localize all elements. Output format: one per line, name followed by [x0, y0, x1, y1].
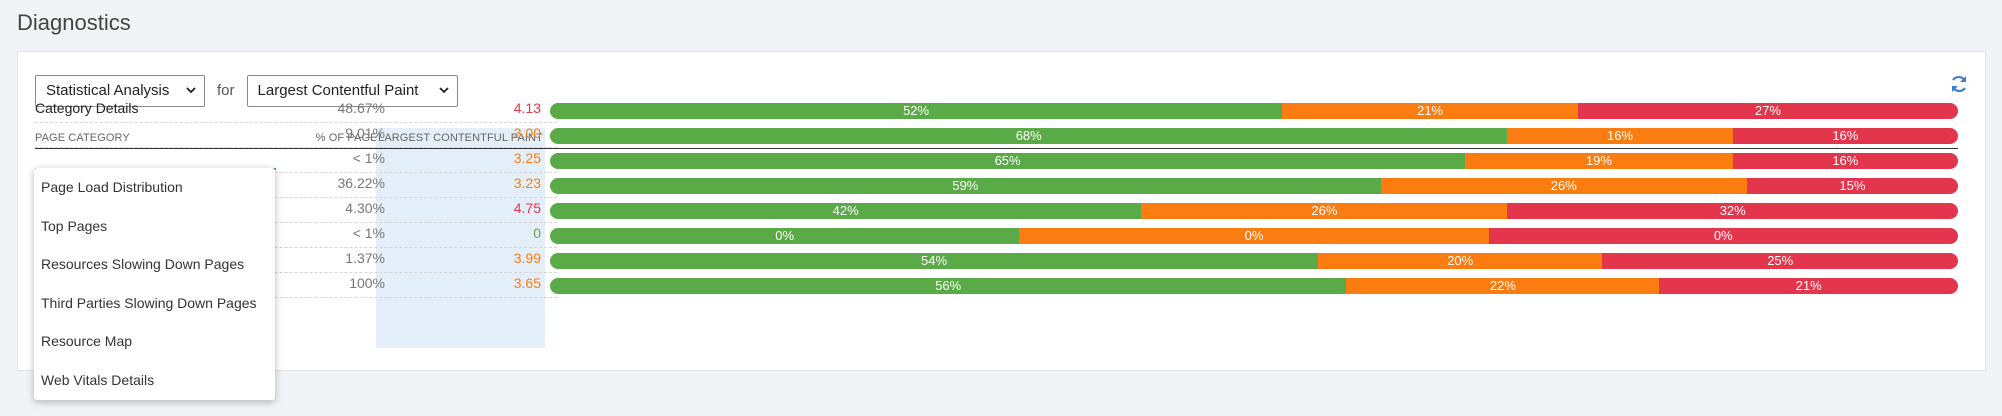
- header-divider: [35, 148, 1958, 149]
- page-title: Diagnostics: [17, 10, 131, 35]
- table-row[interactable]: 4.30% 4.75 42% 26% 32%: [35, 198, 1958, 223]
- needs-improvement-segment: 16%: [1507, 128, 1733, 144]
- table-row[interactable]: 9.01% 3.00 68% 16% 16%: [35, 123, 1958, 148]
- good-segment: 65%: [550, 153, 1466, 169]
- lcp-column-highlight: [376, 148, 545, 348]
- row-divider: [35, 197, 557, 198]
- table-row[interactable]: Category Details 48.67% 4.13 52% 21% 27%: [35, 98, 1958, 123]
- good-segment: 54%: [550, 253, 1318, 269]
- needs-improvement-segment: 19%: [1465, 153, 1733, 169]
- poor-segment: 21%: [1659, 278, 1958, 294]
- range-distribution-bar: 56% 22% 21%: [550, 278, 1958, 294]
- analysis-select[interactable]: Statistical Analysis: [35, 74, 205, 107]
- good-segment: 68%: [550, 128, 1508, 144]
- row-category[interactable]: Category Details: [35, 100, 139, 116]
- good-segment: 42%: [550, 203, 1142, 219]
- metric-select[interactable]: Largest Contentful Paint: [246, 74, 458, 107]
- dropdown-item[interactable]: Web Vitals Details: [41, 371, 155, 388]
- table-row[interactable]: 1.37% 3.99 54% 20% 25%: [35, 248, 1958, 273]
- row-divider: [35, 147, 557, 148]
- needs-improvement-segment: 20%: [1318, 253, 1603, 269]
- chevron-down-icon: [186, 86, 196, 93]
- row-divider: [35, 247, 557, 248]
- row-lcp-value: 3.99: [513, 250, 541, 266]
- controls-bar: Statistical Analysis for Largest Content…: [35, 74, 458, 107]
- row-divider: [35, 272, 557, 273]
- poor-segment: 16%: [1732, 128, 1958, 144]
- analysis-select-value: Statistical Analysis: [46, 82, 170, 99]
- row-lcp-value: 3.65: [513, 275, 541, 291]
- diagnostics-panel: Statistical Analysis for Largest Content…: [17, 51, 1986, 371]
- row-pct-pages: 36.22%: [337, 175, 385, 191]
- row-pct-pages: 4.30%: [345, 200, 385, 216]
- refresh-icon[interactable]: [1949, 74, 1969, 94]
- header-lcp[interactable]: LARGEST CONTENTFUL PAINT: [376, 128, 545, 148]
- row-lcp-value: 0: [533, 225, 541, 241]
- poor-segment: 16%: [1732, 153, 1958, 169]
- row-divider: [35, 297, 557, 298]
- range-distribution-bar: 42% 26% 32%: [550, 203, 1958, 219]
- row-lcp-value: 3.25: [513, 150, 541, 166]
- poor-segment: 27%: [1577, 103, 1958, 119]
- good-segment: 56%: [550, 278, 1347, 294]
- range-distribution-bar: 68% 16% 16%: [550, 128, 1958, 144]
- good-segment: 52%: [550, 103, 1283, 119]
- for-label: for: [217, 82, 235, 99]
- dropdown-item[interactable]: Resource Map: [41, 333, 133, 349]
- poor-segment: 15%: [1746, 178, 1958, 194]
- needs-improvement-segment: 22%: [1346, 278, 1660, 294]
- table-row[interactable]: 36.22% 3.23 59% 26% 15%: [35, 173, 1958, 198]
- row-lcp-value: 3.23: [513, 175, 541, 191]
- poor-segment: 0%: [1488, 228, 1958, 244]
- row-pct-pages: 9.01%: [345, 125, 385, 141]
- row-pct-pages: 1.37%: [345, 250, 385, 266]
- needs-improvement-segment: 21%: [1282, 103, 1578, 119]
- metric-select-value: Largest Contentful Paint: [257, 82, 419, 99]
- row-pct-pages: 100%: [349, 275, 385, 291]
- row-divider: [35, 222, 557, 223]
- row-lcp-value: 4.75: [513, 200, 541, 216]
- dropdown-item[interactable]: Resources Slowing Down Pages: [41, 256, 245, 272]
- table-row[interactable]: 100% 3.65 56% 22% 21%: [35, 273, 1958, 298]
- range-distribution-bar: 65% 19% 16%: [550, 153, 1958, 169]
- row-pct-pages: < 1%: [352, 150, 385, 166]
- range-distribution-bar: 59% 26% 15%: [550, 178, 1958, 194]
- row-divider: [35, 122, 557, 123]
- table-row[interactable]: < 1% 0 0% 0% 0%: [35, 223, 1958, 248]
- table-row[interactable]: < 1% 3.25 65% 19% 16%: [35, 148, 1958, 173]
- header-pct-pages[interactable]: % OF PAGES: [315, 132, 385, 144]
- poor-segment: 32%: [1507, 203, 1958, 219]
- range-distribution-bar: 0% 0% 0%: [550, 228, 1958, 244]
- range-distribution-bar: 52% 21% 27%: [550, 103, 1958, 119]
- row-lcp-value: 4.13: [513, 100, 541, 116]
- dropdown-item[interactable]: Third Parties Slowing Down Pages: [41, 294, 257, 311]
- range-distribution-bar: 54% 20% 25%: [550, 253, 1958, 269]
- row-pct-pages: 48.67%: [337, 100, 385, 116]
- header-page-category[interactable]: PAGE CATEGORY: [35, 132, 130, 144]
- row-pct-pages: < 1%: [352, 225, 385, 241]
- needs-improvement-segment: 26%: [1380, 178, 1747, 194]
- good-segment: 0%: [550, 228, 1020, 244]
- poor-segment: 25%: [1602, 253, 1958, 269]
- needs-improvement-segment: 26%: [1141, 203, 1508, 219]
- needs-improvement-segment: 0%: [1019, 228, 1489, 244]
- dropdown-item[interactable]: Page Load Distribution: [41, 179, 183, 195]
- row-divider: [35, 172, 557, 173]
- row-lcp-value: 3.00: [513, 125, 541, 141]
- category-dropdown-menu: Page Load Distribution Top Pages Resources…: [34, 168, 275, 400]
- dropdown-item[interactable]: Top Pages: [41, 217, 108, 234]
- good-segment: 59%: [550, 178, 1381, 194]
- chevron-down-icon: [438, 86, 449, 93]
